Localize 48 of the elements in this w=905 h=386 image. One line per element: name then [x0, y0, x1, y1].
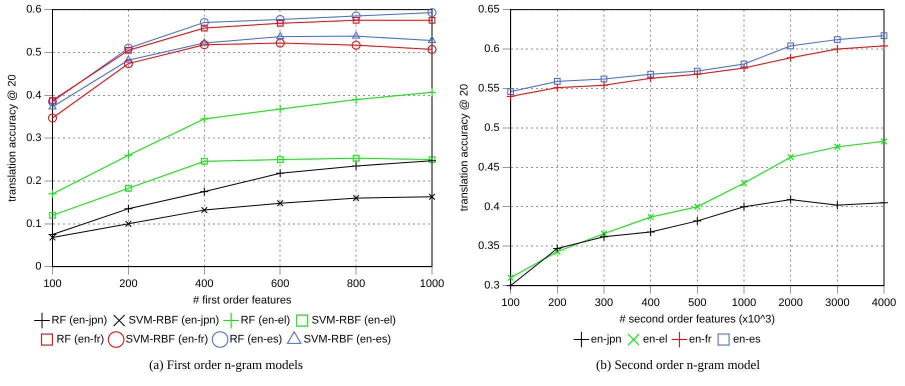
- x-tick-label: 100: [43, 278, 62, 290]
- y-tick-label: 0.35: [478, 240, 500, 252]
- x-tick-label: 400: [195, 278, 214, 290]
- legend-label: en-el: [642, 334, 668, 346]
- x-tick-label: 500: [688, 297, 706, 310]
- x-axis-title: # second order features (x10^3): [620, 313, 776, 326]
- x-tick-label: 4000: [872, 297, 896, 310]
- x-tick-label: 800: [346, 278, 366, 290]
- y-tick-label: 0.4: [26, 89, 42, 102]
- x-tick-label: 100: [501, 297, 520, 310]
- y-tick-label: 0.5: [26, 46, 42, 58]
- y-axis-title: translation accuracy @ 20: [458, 84, 471, 212]
- legend-label: SVM-RBF (en-fr): [126, 334, 208, 346]
- y-axis-title: translation accuracy @ 20: [6, 74, 19, 202]
- legend-label: RF (en-el): [240, 314, 290, 327]
- x-axis-title: # first order features: [193, 294, 292, 306]
- y-tick-label: 0.5: [484, 122, 500, 134]
- y-tick-label: 0.6: [26, 4, 42, 16]
- x-tick-label: 3000: [825, 297, 850, 310]
- y-tick-label: 0.3: [26, 132, 42, 144]
- x-tick-label: 2000: [778, 297, 803, 310]
- y-tick-label: 0.45: [478, 161, 500, 174]
- text: (b) Second order n-gram model: [596, 357, 760, 373]
- legend-label: SVM-RBF (en-es): [304, 334, 392, 346]
- y-tick-label: 0.3: [484, 280, 500, 292]
- x-tick-label: 1000: [420, 278, 444, 290]
- y-tick-label: 0.2: [26, 174, 42, 187]
- y-tick-label: 0.4: [484, 200, 500, 213]
- legend-label: SVM-RBF (en-el): [312, 314, 396, 327]
- y-tick-label: 0: [35, 260, 42, 273]
- x-tick-label: 1000: [732, 297, 756, 310]
- y-tick-label: 0.55: [478, 82, 500, 94]
- y-tick-label: 0.1: [26, 218, 42, 230]
- legend-label: en-es: [733, 334, 762, 346]
- x-tick-label: 300: [594, 297, 614, 310]
- legend-label: RF (en-jpn): [52, 314, 108, 327]
- legend-label: en-fr: [688, 334, 712, 346]
- legend-label: SVM-RBF (en-jpn): [128, 314, 220, 327]
- text: (a) First order n-gram models: [149, 357, 303, 373]
- x-tick-label: 400: [641, 297, 660, 310]
- legend-label: en-jpn: [590, 334, 622, 346]
- y-tick-label: 0.6: [484, 43, 500, 56]
- y-tick-label: 0.65: [478, 4, 500, 16]
- legend-label: RF (en-es): [230, 334, 282, 346]
- x-tick-label: 200: [119, 278, 138, 290]
- x-tick-label: 200: [548, 297, 566, 310]
- legend-label: RF (en-fr): [56, 334, 104, 346]
- x-tick-label: 600: [271, 278, 290, 290]
